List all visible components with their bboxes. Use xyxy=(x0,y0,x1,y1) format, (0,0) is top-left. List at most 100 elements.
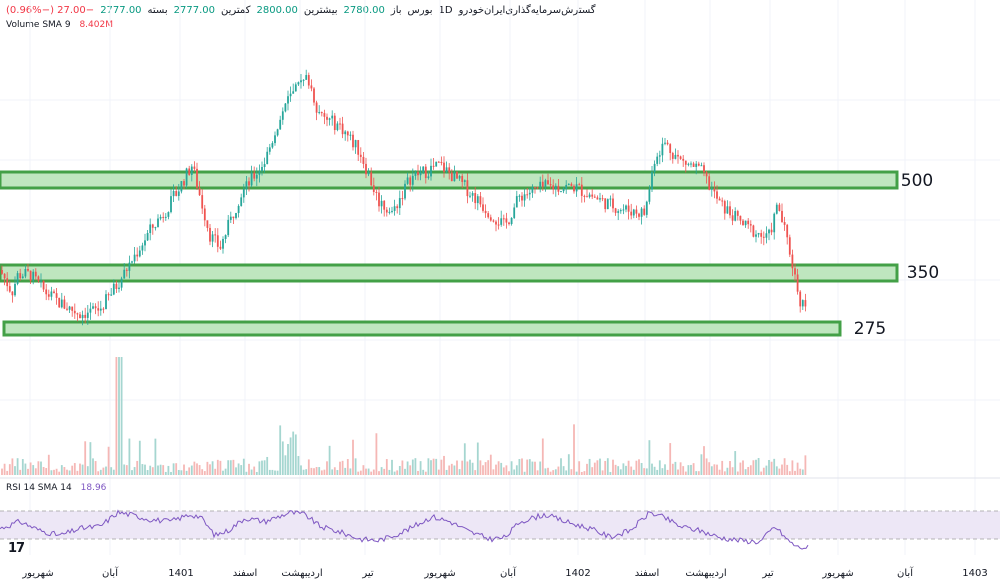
candle-body xyxy=(120,278,123,288)
volume-bar xyxy=(406,461,409,475)
candle-body xyxy=(713,188,716,192)
candle-body xyxy=(297,82,300,85)
candle-body xyxy=(149,224,152,234)
candle-body xyxy=(294,84,297,92)
x-tick-label: آبان xyxy=(500,566,517,579)
volume-bar xyxy=(482,465,484,475)
volume-bar xyxy=(172,463,175,475)
candle-body xyxy=(422,166,425,173)
candle-body xyxy=(445,167,448,172)
candle-body xyxy=(144,240,146,246)
volume-bar xyxy=(354,458,357,475)
candle-body xyxy=(128,262,131,271)
volume-bar xyxy=(799,468,802,475)
candle-body xyxy=(107,294,110,296)
candle-body xyxy=(731,215,734,221)
volume-bar xyxy=(664,464,666,475)
candle-body xyxy=(661,143,664,156)
volume-bar xyxy=(586,463,588,475)
candle-body xyxy=(229,216,232,220)
volume-bar xyxy=(643,468,646,475)
volume-bar xyxy=(276,470,279,475)
volume-bar xyxy=(593,462,596,475)
candle-body xyxy=(708,176,711,190)
volume-bar xyxy=(154,438,157,475)
volume-bar xyxy=(175,463,178,475)
volume-bar xyxy=(739,462,742,475)
volume-bar xyxy=(203,471,206,475)
volume-bar xyxy=(508,471,510,475)
candle-body xyxy=(50,291,53,297)
volume-bar xyxy=(768,460,770,475)
candle-body xyxy=(526,194,529,196)
volume-bar xyxy=(383,468,386,475)
candle-body xyxy=(427,176,430,179)
volume-bar xyxy=(755,459,757,475)
volume-bar xyxy=(500,462,503,475)
candle-body xyxy=(508,222,510,225)
candle-body xyxy=(263,164,266,167)
candle-body xyxy=(159,216,162,219)
candle-body xyxy=(336,123,339,131)
volume-bar xyxy=(424,471,427,475)
volume-bar xyxy=(102,467,105,475)
candle-body xyxy=(53,291,55,294)
volume-bar xyxy=(284,455,287,475)
candle-body xyxy=(404,183,406,199)
candle-body xyxy=(573,185,575,192)
candle-body xyxy=(783,222,786,225)
rsi-indicator-legend[interactable]: RSI 14 SMA 14 18.96 xyxy=(6,483,106,493)
candle-body xyxy=(97,308,100,311)
candle-body xyxy=(76,313,79,315)
volume-bar xyxy=(271,469,274,475)
candle-body xyxy=(393,206,396,211)
volume-bar xyxy=(367,468,370,475)
volume-bar xyxy=(125,465,128,475)
volume-bar xyxy=(71,465,74,475)
volume-bar xyxy=(596,460,599,475)
volume-bar xyxy=(380,467,383,475)
candle-body xyxy=(310,85,313,89)
volume-bar xyxy=(112,469,115,475)
candle-body xyxy=(227,219,230,236)
candle-body xyxy=(448,167,451,173)
volume-bar xyxy=(479,460,482,475)
volume-bar xyxy=(549,471,552,475)
candle-body xyxy=(73,310,76,314)
volume-bar xyxy=(50,470,53,475)
candle-body xyxy=(32,271,35,281)
candle-body xyxy=(224,235,227,239)
candle-body xyxy=(162,216,165,218)
candle-body xyxy=(341,123,344,135)
candle-body xyxy=(755,234,757,237)
volume-bar xyxy=(16,458,19,475)
volume-bar xyxy=(21,459,24,475)
volume-bar xyxy=(240,465,243,475)
candle-body xyxy=(791,254,794,269)
volume-bar xyxy=(310,467,313,475)
volume-bar xyxy=(656,469,659,475)
tradingview-logo[interactable]: 17 xyxy=(8,541,25,556)
candle-body xyxy=(266,151,269,165)
volume-indicator-legend[interactable]: Volume SMA 9 8.402M xyxy=(6,20,113,30)
volume-bar xyxy=(110,467,113,475)
volume-bar xyxy=(427,458,430,475)
volume-bar xyxy=(554,469,557,475)
candle-body xyxy=(541,181,544,187)
candle-body xyxy=(352,134,354,148)
candle-body xyxy=(500,218,503,225)
volume-bar xyxy=(466,461,469,475)
volume-bar xyxy=(671,463,674,475)
volume-bar xyxy=(352,439,354,475)
interval-label[interactable]: 1D xyxy=(438,4,453,16)
candle-body xyxy=(133,254,136,262)
symbol-name[interactable]: گسترش‌سرمایه‌گذاری‌ایران‌خودرو xyxy=(458,4,596,16)
candle-body xyxy=(19,273,22,279)
candle-body xyxy=(456,171,458,179)
candle-body xyxy=(682,158,685,161)
volume-bar xyxy=(666,469,669,475)
candle-body xyxy=(196,168,198,188)
candle-body xyxy=(770,229,773,233)
volume-bar xyxy=(86,466,89,475)
